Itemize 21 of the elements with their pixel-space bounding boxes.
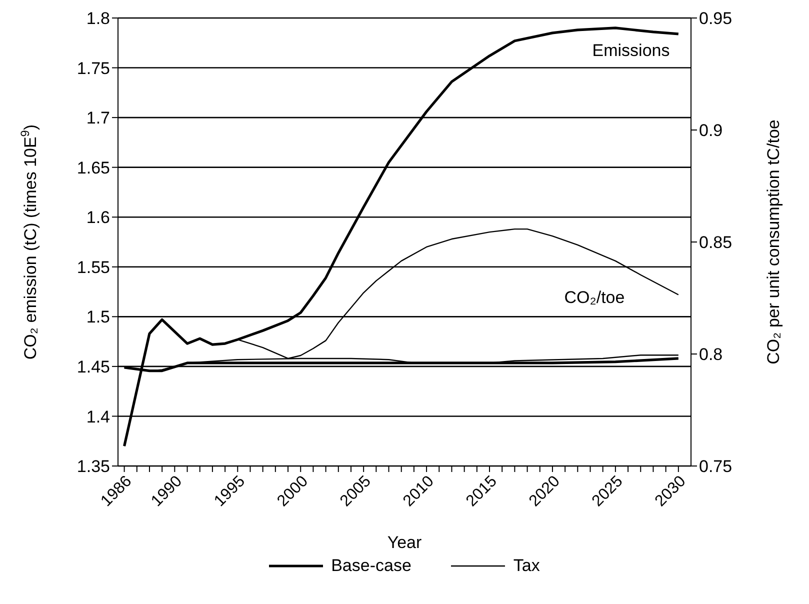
legend-label: Tax bbox=[512, 556, 540, 576]
y-tick-label: 1.4 bbox=[86, 407, 110, 426]
x-axis-title: Year bbox=[387, 533, 422, 552]
y-tick-label: 1.7 bbox=[86, 108, 110, 128]
y-tick-label: 1.6 bbox=[86, 208, 110, 228]
annotation: CO₂/toe bbox=[564, 288, 625, 307]
y2-tick-label: 0.9 bbox=[699, 121, 723, 140]
y-tick-label: 1.55 bbox=[76, 258, 110, 277]
legend-label: Base-case bbox=[330, 556, 412, 576]
y2-tick-label: 0.8 bbox=[699, 345, 723, 364]
y-tick-label: 1.8 bbox=[86, 9, 110, 28]
y2-tick-label: 0.75 bbox=[699, 457, 732, 476]
y-tick-label: 1.45 bbox=[76, 357, 110, 376]
y-tick-label: 1.65 bbox=[76, 158, 110, 178]
y2-tick-label: 0.95 bbox=[699, 9, 732, 28]
y-tick-label: 1.75 bbox=[76, 58, 110, 78]
annotation: Emissions bbox=[592, 41, 670, 60]
y2-axis-title: CO₂ per unit consumption tC/toe bbox=[764, 120, 783, 364]
y-tick-label: 1.5 bbox=[86, 308, 110, 327]
y2-tick-label: 0.85 bbox=[699, 233, 732, 252]
y-tick-label: 1.35 bbox=[76, 457, 110, 476]
